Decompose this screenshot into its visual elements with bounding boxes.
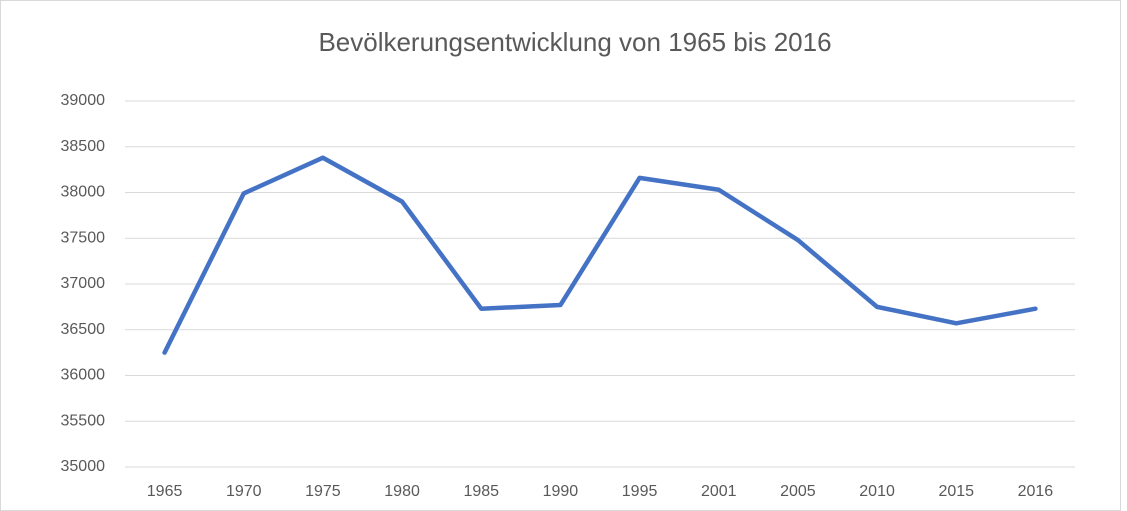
data-line <box>162 155 1038 355</box>
x-tick-label: 1965 <box>147 483 183 500</box>
x-tick-label: 2005 <box>780 483 816 500</box>
y-tick-label: 36000 <box>61 367 106 384</box>
x-tick-label: 2016 <box>1018 483 1054 500</box>
x-tick-label: 1975 <box>305 483 341 500</box>
y-tick-label: 37000 <box>61 275 106 292</box>
x-tick-label: 2001 <box>701 483 737 500</box>
chart-title: Bevölkerungsentwicklung von 1965 bis 201… <box>318 27 831 57</box>
y-tick-label: 35500 <box>61 412 106 429</box>
y-tick-label: 39000 <box>61 92 106 109</box>
x-tick-label: 1980 <box>384 483 420 500</box>
y-tick-label: 38500 <box>61 138 106 155</box>
y-tick-label: 36500 <box>61 321 106 338</box>
y-tick-label: 38000 <box>61 184 106 201</box>
x-tick-label: 2015 <box>938 483 974 500</box>
x-tick-label: 1990 <box>543 483 579 500</box>
x-tick-label: 1970 <box>226 483 262 500</box>
x-tick-label: 1995 <box>622 483 658 500</box>
x-tick-label: 2010 <box>859 483 895 500</box>
y-tick-label: 37500 <box>61 229 106 246</box>
y-tick-label: 35000 <box>61 458 106 475</box>
x-tick-label: 1985 <box>463 483 499 500</box>
